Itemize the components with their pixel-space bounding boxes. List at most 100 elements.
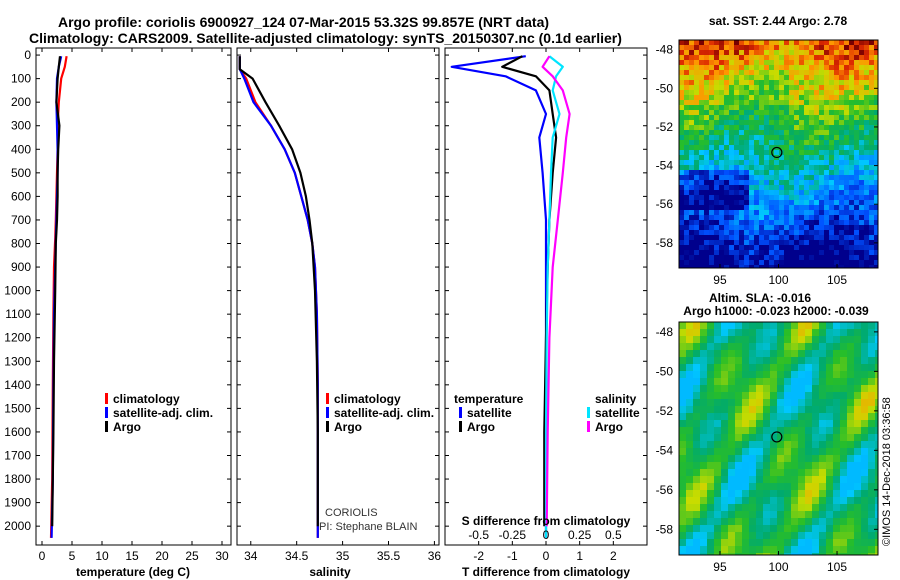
heatmap-cell: [686, 462, 693, 469]
heatmap-cell: [864, 225, 869, 230]
heatmap-cell: [804, 205, 809, 210]
heatmap-cell: [729, 125, 734, 130]
heatmap-cell: [704, 260, 709, 265]
heatmap-cell: [798, 364, 805, 371]
heatmap-cell: [874, 185, 878, 190]
heatmap-cell: [719, 160, 724, 165]
heatmap-cell: [864, 110, 869, 115]
salinity-axes-frame: [236, 47, 440, 546]
heatmap-cell: [704, 90, 709, 95]
heatmap-cell: [809, 50, 814, 55]
heatmap-cell: [714, 546, 721, 553]
legend-swatch-s-argo: [587, 421, 590, 432]
heatmap-cell: [756, 329, 763, 336]
heatmap-cell: [833, 546, 840, 553]
heatmap-cell: [770, 483, 777, 490]
heatmap-cell: [829, 45, 834, 50]
heatmap-cell: [759, 255, 764, 260]
heatmap-cell: [679, 490, 686, 497]
heatmap-cell: [744, 60, 749, 65]
heatmap-cell: [734, 110, 739, 115]
heatmap-cell: [709, 45, 714, 50]
heatmap-cell: [774, 115, 779, 120]
heatmap-cell: [749, 240, 754, 245]
x-tick-label: 34: [244, 549, 258, 563]
heatmap-cell: [849, 95, 854, 100]
heatmap-cell: [854, 553, 861, 555]
heatmap-cell: [749, 55, 754, 60]
heatmap-cell: [849, 155, 854, 160]
heatmap-cell: [679, 85, 684, 90]
heatmap-cell: [704, 220, 709, 225]
heatmap-cell: [679, 95, 684, 100]
heatmap-cell: [799, 75, 804, 80]
heatmap-cell: [679, 255, 684, 260]
heatmap-cell: [859, 190, 864, 195]
heatmap-cell: [809, 55, 814, 60]
heatmap-cell: [840, 546, 847, 553]
heatmap-cell: [679, 434, 686, 441]
heatmap-cell: [854, 200, 859, 205]
heatmap-cell: [789, 215, 794, 220]
heatmap-cell: [724, 260, 729, 265]
heatmap-cell: [679, 392, 686, 399]
heatmap-cell: [774, 65, 779, 70]
heatmap-cell: [844, 165, 849, 170]
heatmap-cell: [684, 210, 689, 215]
heatmap-cell: [735, 378, 742, 385]
heatmap-cell: [769, 40, 774, 45]
heatmap-cell: [869, 160, 874, 165]
heatmap-cell: [684, 180, 689, 185]
heatmap-cell: [679, 110, 684, 115]
heatmap-cell: [794, 215, 799, 220]
heatmap-cell: [869, 240, 874, 245]
heatmap-cell: [693, 483, 700, 490]
heatmap-cell: [799, 240, 804, 245]
heatmap-cell: [812, 511, 819, 518]
heatmap-cell: [735, 399, 742, 406]
heatmap-cell: [819, 525, 826, 532]
heatmap-cell: [719, 125, 724, 130]
heatmap-cell: [769, 260, 774, 265]
heatmap-cell: [854, 65, 859, 70]
x-tick-label: 30: [215, 549, 229, 563]
heatmap-cell: [777, 371, 784, 378]
heatmap-cell: [699, 50, 704, 55]
heatmap-cell: [784, 336, 791, 343]
heatmap-cell: [809, 205, 814, 210]
heatmap-cell: [774, 140, 779, 145]
heatmap-cell: [814, 180, 819, 185]
heatmap-cell: [764, 105, 769, 110]
heatmap-cell: [844, 155, 849, 160]
heatmap-cell: [714, 90, 719, 95]
heatmap-cell: [875, 476, 878, 483]
heatmap-cell: [764, 220, 769, 225]
heatmap-cell: [779, 75, 784, 80]
heatmap-cell: [679, 215, 684, 220]
heatmap-cell: [735, 511, 742, 518]
heatmap-cell: [784, 50, 789, 55]
heatmap-cell: [728, 406, 735, 413]
heatmap-cell: [693, 399, 700, 406]
heatmap-cell: [714, 371, 721, 378]
heatmap-cell: [749, 205, 754, 210]
heatmap-cell: [844, 85, 849, 90]
heatmap-cell: [779, 190, 784, 195]
heatmap-cell: [791, 406, 798, 413]
heatmap-cell: [819, 150, 824, 155]
heatmap-cell: [799, 65, 804, 70]
heatmap-cell: [869, 95, 874, 100]
heatmap-cell: [834, 255, 839, 260]
heatmap-cell: [869, 150, 874, 155]
heatmap-cell: [686, 441, 693, 448]
heatmap-cell: [728, 392, 735, 399]
heatmap-cell: [744, 80, 749, 85]
heatmap-cell: [754, 90, 759, 95]
heatmap-cell: [719, 110, 724, 115]
heatmap-cell: [844, 125, 849, 130]
heatmap-cell: [868, 371, 875, 378]
heatmap-cell: [826, 455, 833, 462]
heatmap-cell: [824, 125, 829, 130]
heatmap-cell: [799, 40, 804, 45]
heatmap-cell: [764, 135, 769, 140]
